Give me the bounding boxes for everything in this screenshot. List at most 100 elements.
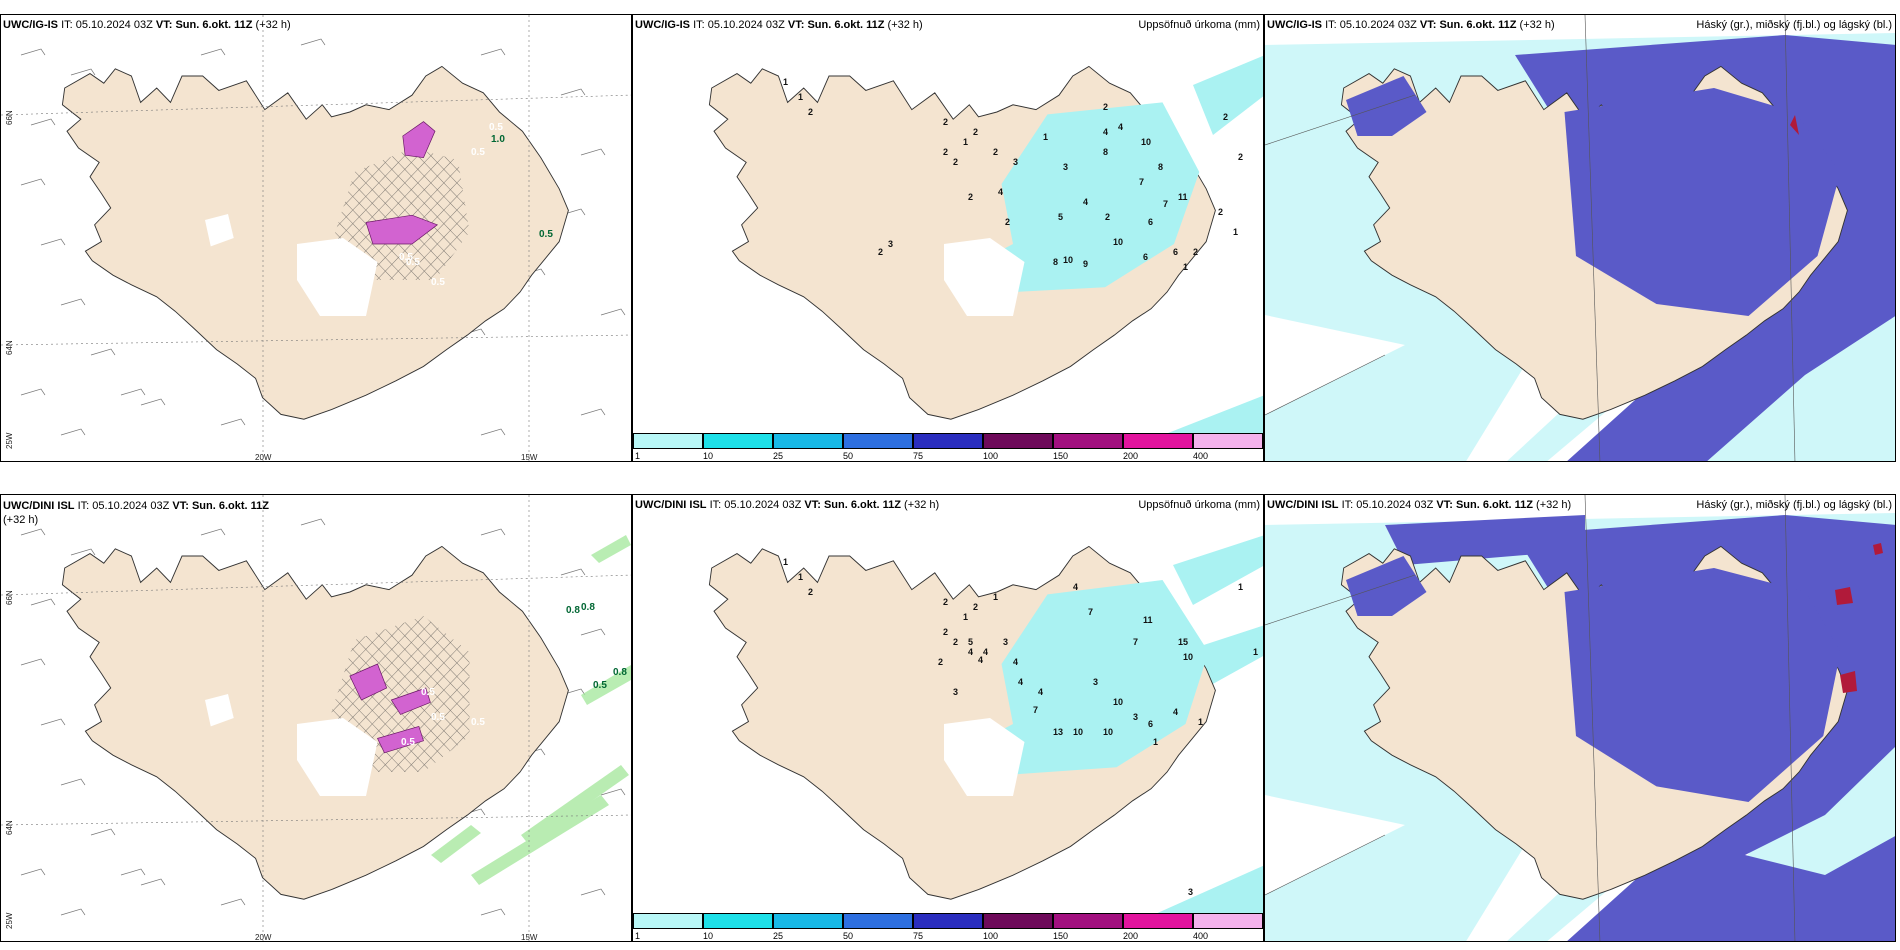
svg-text:2: 2 (1218, 207, 1223, 217)
wind-map-panel-2[interactable]: UWC/DINI ISL IT: 05.10.2024 03Z VT: Sun.… (0, 494, 632, 942)
cloud-map (1265, 495, 1895, 941)
legend-ticks: 1 10 25 50 75 100 150 200 400 (635, 931, 1209, 941)
svg-text:9: 9 (1083, 259, 1088, 269)
svg-text:3: 3 (1133, 712, 1138, 722)
lon-label: 20W (255, 453, 272, 462)
cloud-map-panel-2[interactable]: UWC/DINI ISL IT: 05.10.2024 03Z VT: Sun.… (1264, 494, 1896, 942)
svg-text:3: 3 (1013, 157, 1018, 167)
panel-title: UWC/IG-IS IT: 05.10.2024 03Z VT: Sun. 6.… (1267, 19, 1555, 31)
svg-text:8: 8 (1103, 147, 1108, 157)
cloud-title: Háský (gr.), miðský (fj.bl.) og lágský (… (1696, 19, 1892, 31)
legend-swatch (633, 913, 703, 929)
svg-text:7: 7 (1139, 177, 1144, 187)
svg-text:4: 4 (1073, 582, 1078, 592)
svg-text:0.5: 0.5 (421, 687, 435, 698)
svg-text:2: 2 (953, 637, 958, 647)
wind-map-panel-1[interactable]: UWC/IG-IS IT: 05.10.2024 03Z VT: Sun. 6.… (0, 14, 632, 462)
svg-text:4: 4 (1173, 707, 1178, 717)
svg-text:5: 5 (968, 637, 973, 647)
svg-text:15: 15 (1178, 637, 1188, 647)
panel-title: UWC/DINI ISL IT: 05.10.2024 03Z VT: Sun.… (1267, 499, 1572, 511)
precip-map-panel-1[interactable]: UWC/IG-IS IT: 05.10.2024 03Z VT: Sun. 6.… (632, 14, 1264, 462)
svg-text:1: 1 (1183, 262, 1188, 272)
svg-text:6: 6 (1173, 247, 1178, 257)
svg-text:11: 11 (1178, 192, 1188, 202)
svg-text:0.5: 0.5 (431, 712, 445, 723)
svg-text:3: 3 (1093, 677, 1098, 687)
legend-swatch (703, 913, 773, 929)
svg-text:2: 2 (808, 107, 813, 117)
panel-title: UWC/DINI ISL IT: 05.10.2024 03Z VT: Sun.… (3, 500, 269, 526)
svg-text:8: 8 (1053, 257, 1058, 267)
svg-text:4: 4 (983, 647, 988, 657)
svg-text:4: 4 (1038, 687, 1043, 697)
lon-label: 15W (521, 453, 538, 462)
panel-title: UWC/DINI ISL IT: 05.10.2024 03Z VT: Sun.… (635, 499, 940, 511)
svg-text:4: 4 (968, 647, 973, 657)
lon-label: 15W (521, 933, 538, 942)
svg-text:4: 4 (1013, 657, 1018, 667)
svg-text:6: 6 (1143, 252, 1148, 262)
legend-swatch (913, 433, 983, 449)
cloud-map (1265, 15, 1895, 461)
svg-text:6: 6 (1148, 719, 1153, 729)
svg-text:10: 10 (1073, 727, 1083, 737)
lat-label: 64N (5, 820, 14, 835)
cloud-title: Háský (gr.), miðský (fj.bl.) og lágský (… (1696, 499, 1892, 511)
svg-text:5: 5 (1058, 212, 1063, 222)
svg-text:1: 1 (993, 592, 998, 602)
precip-legend (633, 433, 1263, 451)
svg-text:1: 1 (1043, 132, 1048, 142)
legend-swatch (983, 913, 1053, 929)
svg-text:11: 11 (1143, 615, 1153, 625)
svg-text:2: 2 (943, 627, 948, 637)
svg-text:2: 2 (973, 127, 978, 137)
legend-swatch (1123, 433, 1193, 449)
legend-swatch (1053, 913, 1123, 929)
svg-text:3: 3 (888, 239, 893, 249)
precip-values: 1 1 2 2 1 2 2 2 1 2 4 4 5 4 3 3 4 4 7 11… (783, 557, 1258, 897)
legend-swatch (1053, 433, 1123, 449)
svg-text:2: 2 (808, 587, 813, 597)
lon-label: 25W (5, 432, 14, 449)
svg-text:6: 6 (1148, 217, 1153, 227)
svg-text:0.8: 0.8 (613, 667, 627, 678)
svg-text:4: 4 (998, 187, 1003, 197)
panel-title: UWC/IG-IS IT: 05.10.2024 03Z VT: Sun. 6.… (635, 19, 923, 31)
legend-swatch (1193, 433, 1263, 449)
svg-text:10: 10 (1113, 697, 1123, 707)
legend-swatch (843, 913, 913, 929)
svg-text:2: 2 (1238, 152, 1243, 162)
svg-text:3: 3 (953, 687, 958, 697)
svg-text:8: 8 (1158, 162, 1163, 172)
svg-text:2: 2 (1193, 247, 1198, 257)
svg-text:0.5: 0.5 (593, 680, 607, 691)
svg-text:10: 10 (1141, 137, 1151, 147)
lat-label: 66N (5, 590, 14, 605)
precip-legend (633, 913, 1263, 931)
lat-label: 64N (5, 340, 14, 355)
legend-swatch (913, 913, 983, 929)
lon-label: 25W (5, 912, 14, 929)
wind-barbs (20, 518, 626, 916)
cloud-map-panel-1[interactable]: UWC/IG-IS IT: 05.10.2024 03Z VT: Sun. 6.… (1264, 14, 1896, 462)
svg-text:0.5: 0.5 (399, 252, 413, 263)
svg-text:2: 2 (878, 247, 883, 257)
svg-text:2: 2 (1005, 217, 1010, 227)
svg-text:2: 2 (973, 602, 978, 612)
svg-text:4: 4 (1103, 127, 1108, 137)
precip-map: 1 1 2 2 1 2 2 2 1 2 4 4 5 4 3 3 4 4 7 11… (708, 535, 1263, 915)
svg-text:2: 2 (993, 147, 998, 157)
precip-map: 1 1 2 2 1 2 2 2 2 2 4 3 2 1 2 4 4 8 10 8… (708, 55, 1263, 435)
svg-text:10: 10 (1183, 652, 1193, 662)
precip-map-panel-2[interactable]: UWC/DINI ISL IT: 05.10.2024 03Z VT: Sun.… (632, 494, 1264, 942)
svg-text:2: 2 (968, 192, 973, 202)
svg-text:0.5: 0.5 (539, 229, 553, 240)
svg-text:4: 4 (1018, 677, 1023, 687)
svg-text:7: 7 (1133, 637, 1138, 647)
svg-text:10: 10 (1113, 237, 1123, 247)
svg-text:3: 3 (1188, 887, 1193, 897)
svg-text:1: 1 (1153, 737, 1158, 747)
precip-title: Uppsöfnuð úrkoma (mm) (1138, 19, 1260, 31)
legend-swatch (703, 433, 773, 449)
